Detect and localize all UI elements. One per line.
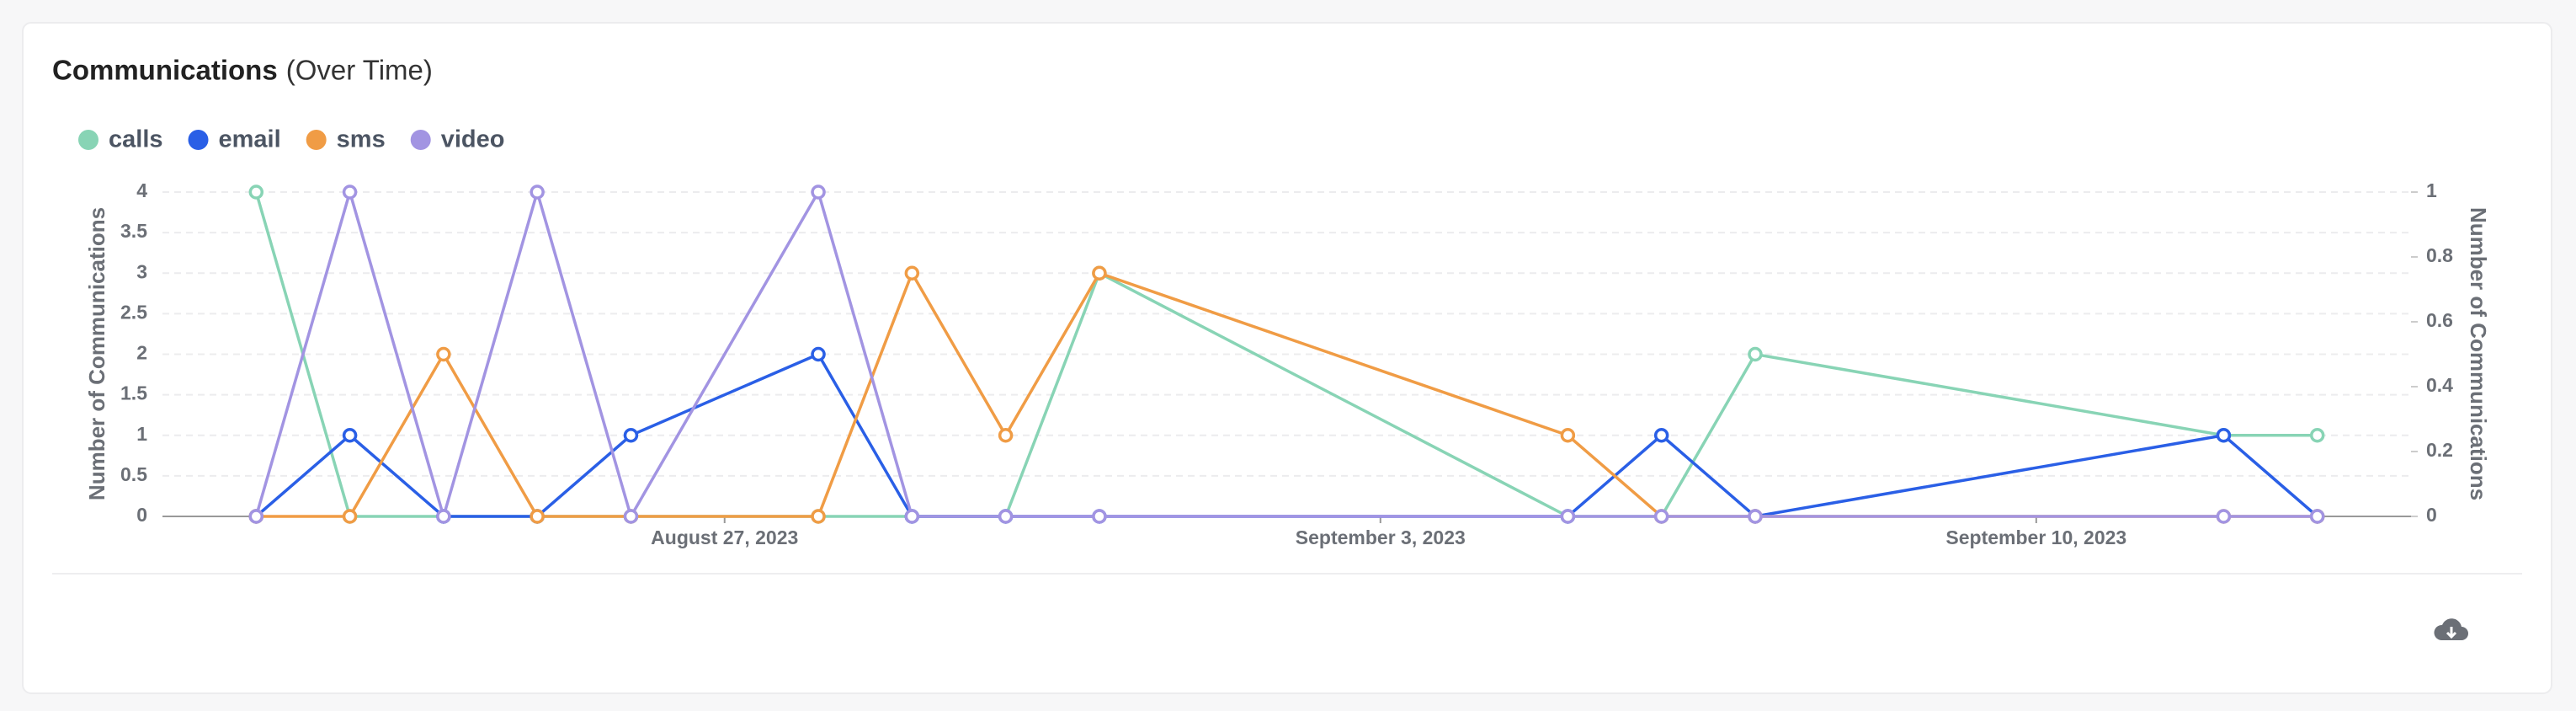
legend-swatch <box>306 130 327 150</box>
x-tick-label: September 10, 2023 <box>1945 527 2126 548</box>
download-button[interactable] <box>2434 618 2468 640</box>
y-tick-label: 0 <box>136 504 147 526</box>
data-point <box>248 509 264 524</box>
data-point <box>248 184 264 200</box>
data-point <box>436 346 451 362</box>
y2-tick-label: 1 <box>2426 179 2437 201</box>
data-point <box>811 509 826 524</box>
data-point <box>1092 265 1107 281</box>
data-point <box>998 428 1014 443</box>
legend-label: email <box>219 126 281 153</box>
data-point <box>811 346 826 362</box>
card <box>22 22 2552 694</box>
legend-swatch <box>188 130 209 150</box>
data-point <box>342 428 358 443</box>
data-point <box>904 509 920 524</box>
data-point <box>2216 509 2232 524</box>
data-point <box>1560 509 1576 524</box>
data-point <box>2309 428 2325 443</box>
data-point <box>2309 509 2325 524</box>
data-point <box>1560 428 1576 443</box>
y-tick-label: 3.5 <box>120 220 147 242</box>
legend-label: calls <box>109 126 163 153</box>
y-tick-label: 2 <box>136 342 147 364</box>
legend-label: video <box>441 126 505 153</box>
data-point <box>342 509 358 524</box>
y2-tick-label: 0.2 <box>2426 439 2453 461</box>
data-point <box>530 509 545 524</box>
legend-swatch <box>410 130 431 150</box>
data-point <box>436 509 451 524</box>
y2-tick-label: 0 <box>2426 504 2437 526</box>
data-point <box>811 184 826 200</box>
data-point <box>1653 509 1669 524</box>
y2-tick-label: 0.8 <box>2426 244 2453 266</box>
y-tick-label: 3 <box>136 260 147 282</box>
y2-axis-title: Number of Communications <box>2466 207 2491 500</box>
y-tick-label: 2.5 <box>120 301 147 323</box>
data-point <box>342 184 358 200</box>
data-point <box>530 184 545 200</box>
data-point <box>623 509 639 524</box>
y2-tick-label: 0.4 <box>2426 374 2453 396</box>
legend-swatch <box>78 130 98 150</box>
y2-tick-label: 0.6 <box>2426 309 2453 331</box>
data-point <box>904 265 920 281</box>
y-tick-label: 4 <box>136 179 147 201</box>
series-line <box>254 186 2318 522</box>
y-tick-label: 0.5 <box>120 463 147 485</box>
data-point <box>1092 509 1107 524</box>
chart-title: Communications <box>52 55 278 86</box>
x-tick-label: August 27, 2023 <box>651 527 798 548</box>
y-axis-title: Number of Communications <box>84 207 109 500</box>
chart-subtitle: (Over Time) <box>286 55 433 86</box>
data-point <box>1748 346 1763 362</box>
data-point <box>1653 428 1669 443</box>
legend-label: sms <box>337 126 386 153</box>
y-tick-label: 1.5 <box>120 382 147 404</box>
data-point <box>623 428 639 443</box>
data-point <box>1748 509 1763 524</box>
x-tick-label: September 3, 2023 <box>1296 527 1466 548</box>
data-point <box>2216 428 2232 443</box>
y-tick-label: 1 <box>136 423 147 445</box>
data-point <box>998 509 1014 524</box>
